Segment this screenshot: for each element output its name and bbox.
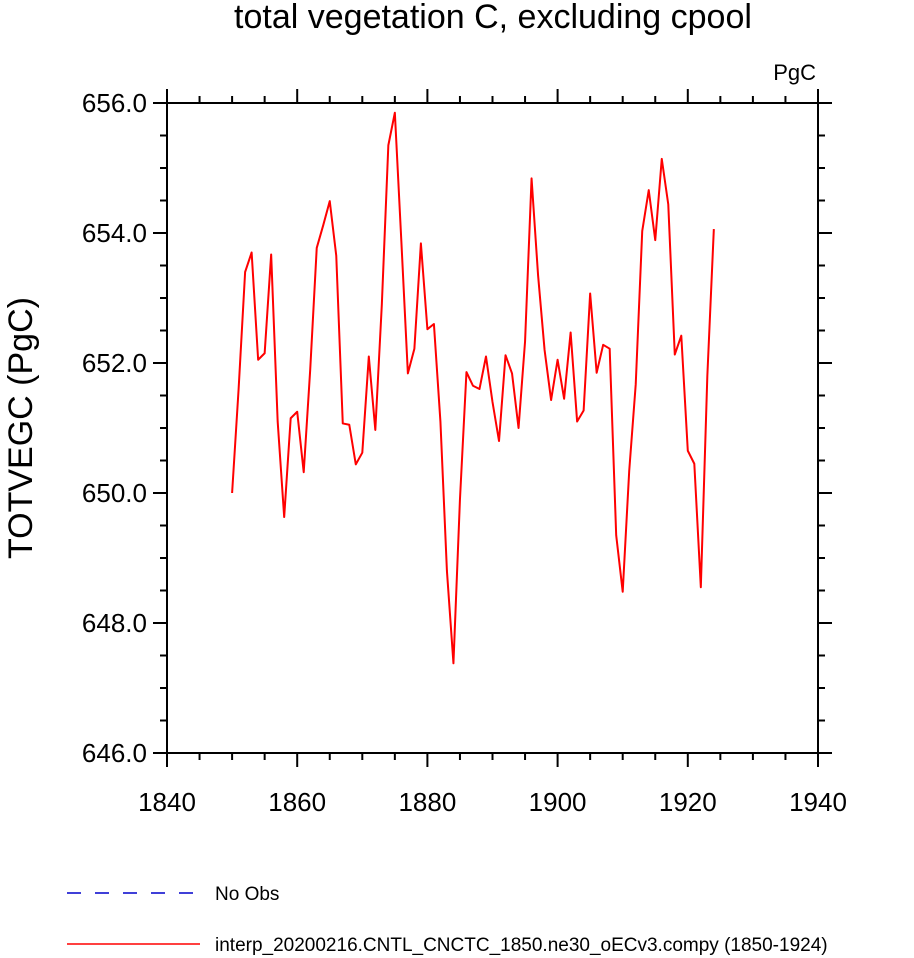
axis-tick-labels: 646.0 648.0 650.0 652.0 654.0 656.0 1840 1860 18… (82, 88, 847, 817)
axis-ticks (153, 89, 832, 767)
legend-label: interp_20200216.CNTL_CNCTC_1850.ne30_oEC… (215, 935, 828, 956)
y-tick-label: 652.0 (82, 348, 147, 378)
y-axis-label: TOTVEGC (PgC) (2, 297, 40, 559)
x-tick-label: 1840 (138, 787, 196, 817)
legend: No Obs interp_20200216.CNTL_CNCTC_1850.ne… (67, 884, 828, 956)
x-tick-label: 1880 (398, 787, 456, 817)
y-tick-label: 648.0 (82, 608, 147, 638)
x-tick-label: 1940 (789, 787, 847, 817)
x-tick-label: 1900 (529, 787, 587, 817)
series-line (231, 111, 715, 665)
series-layer (231, 111, 715, 665)
y-tick-label: 656.0 (82, 88, 147, 118)
plot-frame (166, 102, 819, 754)
y-tick-label: 650.0 (82, 478, 147, 508)
x-tick-label: 1920 (659, 787, 717, 817)
legend-label: No Obs (215, 884, 279, 905)
x-tick-label: 1860 (268, 787, 326, 817)
chart-title: total vegetation C, excluding cpool (234, 0, 752, 36)
units-label: PgC (773, 60, 816, 85)
y-tick-label: 646.0 (82, 738, 147, 768)
y-tick-label: 654.0 (82, 218, 147, 248)
